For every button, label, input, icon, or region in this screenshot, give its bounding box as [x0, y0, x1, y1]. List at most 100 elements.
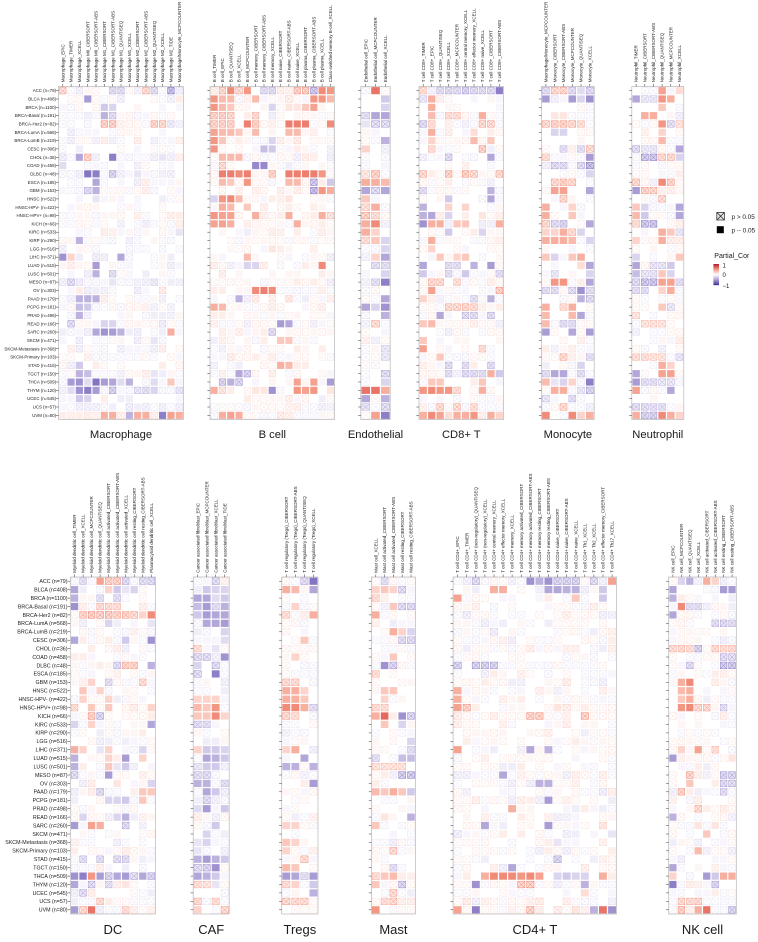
svg-text:T cell CD8+_EPIC: T cell CD8+_EPIC	[429, 45, 434, 82]
svg-text:T cell CD4+ memory activated_C: T cell CD4+ memory activated_CIBERSORT-A…	[528, 474, 533, 573]
svg-text:Macrophage M2_CIBERSORT-ABS: Macrophage M2_CIBERSORT-ABS	[144, 11, 149, 82]
svg-text:BRCA-LumA (n=568): BRCA-LumA (n=568)	[18, 621, 68, 627]
svg-text:HNSC-HPV+ (n=98): HNSC-HPV+ (n=98)	[20, 705, 68, 711]
svg-text:Myeloid dendritic cell activat: Myeloid dendritic cell activated_CIBERSO…	[106, 483, 111, 573]
svg-text:SKCM-Primary (n=103): SKCM-Primary (n=103)	[12, 849, 67, 855]
svg-text:Macrophage M1_CIBERSORT: Macrophage M1_CIBERSORT	[102, 21, 107, 82]
svg-text:T cell CD8+_QUANTISEQ: T cell CD8+_QUANTISEQ	[438, 29, 443, 82]
svg-text:THYM (n=120): THYM (n=120)	[33, 882, 68, 888]
svg-text:B cell_XCELL: B cell_XCELL	[237, 54, 242, 82]
svg-text:Macrophage M2_XCELL: Macrophage M2_XCELL	[160, 33, 165, 83]
svg-text:T cell CD4+ memory_XCELL: T cell CD4+ memory_XCELL	[510, 514, 515, 572]
svg-text:Macrophage: Macrophage	[90, 429, 152, 441]
svg-text:BLCA (n=408): BLCA (n=408)	[28, 97, 56, 102]
svg-text:Endothelial cell_XCELL: Endothelial cell_XCELL	[383, 35, 388, 83]
svg-text:B cell: B cell	[259, 429, 286, 441]
svg-text:Macrophage/Monocyte_MCPCOUNTER: Macrophage/Monocyte_MCPCOUNTER	[544, 1, 549, 82]
svg-text:MESO (n=87): MESO (n=87)	[35, 773, 68, 779]
svg-text:PAAD (n=179): PAAD (n=179)	[34, 790, 68, 796]
svg-text:THYM (n=120): THYM (n=120)	[27, 388, 56, 393]
svg-text:COAD (n=458): COAD (n=458)	[27, 163, 57, 168]
svg-text:T cell CD4+ (non-regulatory)_Q: T cell CD4+ (non-regulatory)_QUANTISEQ	[473, 486, 478, 572]
svg-text:ACC (n=79): ACC (n=79)	[39, 579, 67, 585]
svg-text:T cell CD8+_XCELL: T cell CD8+_XCELL	[446, 41, 451, 82]
svg-text:TGCT (n=150): TGCT (n=150)	[33, 866, 67, 872]
svg-text:p ⋅⋅ 0.05: p ⋅⋅ 0.05	[732, 228, 756, 235]
svg-text:Macrophage_EPIC: Macrophage_EPIC	[60, 44, 65, 83]
svg-text:KICH (n=66): KICH (n=66)	[31, 221, 56, 226]
svg-text:Monocyte_XCELL: Monocyte_XCELL	[587, 46, 592, 83]
svg-text:Neutrophil: Neutrophil	[632, 429, 683, 441]
svg-text:B cell_EPIC: B cell_EPIC	[220, 58, 225, 83]
svg-text:B cell_QUANTISEQ: B cell_QUANTISEQ	[228, 42, 233, 83]
svg-text:Myeloid dendritic cell resting: Myeloid dendritic cell resting_CIBERSORT…	[140, 477, 145, 572]
svg-text:0: 0	[723, 273, 727, 279]
svg-text:GBM (n=153): GBM (n=153)	[36, 680, 68, 686]
svg-text:READ (n=166): READ (n=166)	[33, 815, 68, 821]
svg-text:Monocyte: Monocyte	[544, 429, 593, 441]
svg-text:Neutrophil_MCPCOUNTER: Neutrophil_MCPCOUNTER	[668, 26, 673, 82]
svg-text:PRAD (n=498): PRAD (n=498)	[27, 313, 56, 318]
svg-text:T cell CD4+ memory resting_CIB: T cell CD4+ memory resting_CIBERSORT-ABS	[546, 478, 551, 573]
svg-text:Endothelial cell_EPIC: Endothelial cell_EPIC	[363, 38, 368, 82]
svg-text:Mast cell_XCELL: Mast cell_XCELL	[373, 538, 378, 573]
svg-text:CD8+ T: CD8+ T	[442, 429, 481, 441]
svg-text:DLBC (n=48): DLBC (n=48)	[36, 663, 67, 669]
svg-text:CD4+ T: CD4+ T	[512, 922, 557, 937]
svg-text:Mast cell activated_CIBERSORT: Mast cell activated_CIBERSORT	[382, 507, 387, 573]
svg-text:T cell CD8+_CIBERSORT: T cell CD8+_CIBERSORT	[489, 30, 494, 82]
svg-text:NK cell_XCELL: NK cell_XCELL	[696, 541, 701, 573]
svg-text:T cell CD4+ effector memory_XC: T cell CD4+ effector memory_XCELL	[501, 498, 506, 572]
svg-text:Myeloid dendritic cell_XCELL: Myeloid dendritic cell_XCELL	[81, 514, 86, 573]
svg-text:B cell naive_XCELL: B cell naive_XCELL	[295, 42, 300, 82]
svg-text:KIRP (n=290): KIRP (n=290)	[29, 238, 56, 243]
svg-text:Monocyte_CIBERSORT-ABS: Monocyte_CIBERSORT-ABS	[561, 24, 566, 82]
svg-text:SARC (n=260): SARC (n=260)	[27, 330, 56, 335]
svg-text:Mast cell resting_CIBERSORT: Mast cell resting_CIBERSORT	[400, 511, 405, 572]
svg-text:KIRC (n=533): KIRC (n=533)	[29, 230, 57, 235]
svg-text:READ (n=166): READ (n=166)	[27, 321, 56, 326]
svg-text:Myeloid dendritic cell resting: Myeloid dendritic cell resting_CIBERSORT	[132, 487, 137, 572]
svg-text:NK cell activated_CIBERSORT-AB: NK cell activated_CIBERSORT-ABS	[713, 500, 718, 572]
svg-text:HNSC (n=522): HNSC (n=522)	[33, 689, 68, 695]
svg-text:HNSC-HPV- (n=422): HNSC-HPV- (n=422)	[18, 697, 67, 703]
svg-text:T cell CD8+ central memory_XCE: T cell CD8+ central memory_XCELL	[463, 9, 468, 82]
svg-text:B cell naive_CIBERSORT: B cell naive_CIBERSORT	[278, 30, 283, 82]
svg-text:T cell regulatory (Tregs)_XCEL: T cell regulatory (Tregs)_XCELL	[311, 508, 316, 573]
svg-text:Cancer associated fibroblast_T: Cancer associated fibroblast_TIDE	[222, 503, 227, 573]
svg-text:OV (n=303): OV (n=303)	[33, 288, 56, 293]
svg-text:LIHC (n=371): LIHC (n=371)	[30, 255, 57, 260]
svg-text:T cell CD8+ effector memory_XC: T cell CD8+ effector memory_XCELL	[472, 8, 477, 82]
svg-text:TGCT (n=150): TGCT (n=150)	[28, 371, 57, 376]
svg-text:Monocyte_CIBERSORT: Monocyte_CIBERSORT	[552, 34, 557, 82]
svg-text:p > 0.05: p > 0.05	[732, 214, 756, 221]
svg-text:T cell CD4+ Th1_XCELL: T cell CD4+ Th1_XCELL	[582, 523, 587, 573]
svg-text:NK cell activated_CIBERSORT: NK cell activated_CIBERSORT	[704, 510, 709, 572]
svg-text:GBM (n=153): GBM (n=153)	[30, 188, 57, 193]
svg-text:SKCM (n=471): SKCM (n=471)	[27, 338, 57, 343]
svg-text:T cell CD4+_EPIC: T cell CD4+_EPIC	[455, 535, 460, 572]
svg-text:LUSC (n=501): LUSC (n=501)	[33, 764, 67, 770]
svg-text:STAD (n=415): STAD (n=415)	[34, 857, 68, 863]
svg-text:Class-switched memory B-cell_X: Class-switched memory B-cell_XCELL	[328, 5, 333, 83]
svg-text:Macrophage_XCELL: Macrophage_XCELL	[77, 40, 82, 82]
svg-text:BRCA-Her2 (n=82): BRCA-Her2 (n=82)	[23, 613, 68, 619]
svg-text:Neutrophil_TIMER: Neutrophil_TIMER	[634, 45, 639, 83]
svg-text:T cell CD4+_TIMER: T cell CD4+_TIMER	[464, 532, 469, 573]
svg-text:KICH (n=66): KICH (n=66)	[38, 714, 68, 720]
svg-text:B cell plasma_CIBERSORT-ABS: B cell plasma_CIBERSORT-ABS	[311, 17, 316, 83]
svg-text:T cell regulatory (Tregs)_CIBE: T cell regulatory (Tregs)_CIBERSORT-ABS	[293, 486, 298, 572]
svg-text:BRCA-LumB (n=219): BRCA-LumB (n=219)	[14, 138, 56, 143]
svg-text:Macrophage M1_XCELL: Macrophage M1_XCELL	[127, 33, 132, 83]
svg-text:CHOL (n=36): CHOL (n=36)	[30, 155, 57, 160]
svg-text:Neutrophil_XCELL: Neutrophil_XCELL	[677, 45, 682, 83]
svg-text:T cell regulatory (Tregs)_CIBE: T cell regulatory (Tregs)_CIBERSORT	[284, 496, 289, 572]
svg-text:ACC (n=79): ACC (n=79)	[33, 88, 57, 93]
svg-text:UVM (n=80): UVM (n=80)	[32, 413, 56, 418]
svg-text:THCA (n=509): THCA (n=509)	[33, 874, 67, 880]
svg-text:Mast cell activated_CIBERSORT-: Mast cell activated_CIBERSORT-ABS	[391, 497, 396, 573]
svg-text:Macrophage M1_CIBERSORT-ABS: Macrophage M1_CIBERSORT-ABS	[110, 11, 115, 82]
svg-text:Endothelial cell_MCPCOUNTER: Endothelial cell_MCPCOUNTER	[373, 17, 378, 83]
svg-text:T cell CD8+_CIBERSORT-ABS: T cell CD8+_CIBERSORT-ABS	[497, 20, 502, 82]
svg-text:Macrophage M2_CIBERSORT: Macrophage M2_CIBERSORT	[135, 21, 140, 82]
